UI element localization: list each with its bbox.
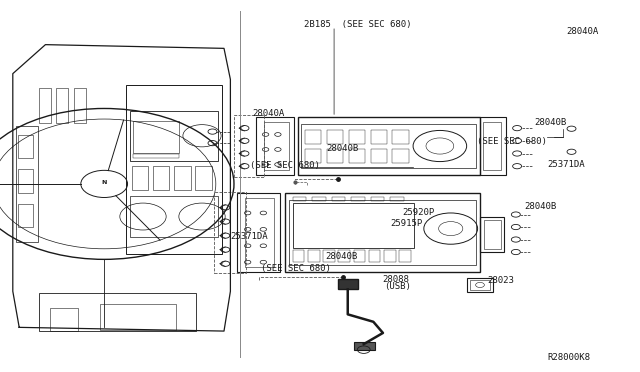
Bar — [289, 200, 476, 265]
Text: R28000K8: R28000K8 — [547, 353, 590, 362]
Bar — [327, 149, 343, 163]
Bar — [56, 88, 68, 123]
Text: 28088: 28088 — [382, 275, 409, 284]
Bar — [327, 130, 343, 144]
Bar — [285, 193, 480, 272]
Text: N: N — [102, 180, 107, 185]
Bar — [74, 88, 86, 123]
Bar — [301, 124, 476, 168]
Bar — [392, 149, 409, 163]
Text: 28040A: 28040A — [253, 109, 285, 118]
Bar — [349, 149, 365, 163]
Bar — [312, 196, 326, 201]
Bar — [470, 280, 490, 290]
Bar — [480, 117, 506, 175]
Bar — [133, 154, 179, 158]
Text: 28023: 28023 — [488, 276, 515, 285]
Text: 28040B: 28040B — [534, 118, 566, 127]
Bar — [354, 342, 374, 350]
Bar — [39, 88, 51, 123]
Bar — [132, 166, 148, 190]
Bar — [483, 122, 501, 170]
Bar — [384, 250, 396, 262]
Bar — [292, 196, 307, 201]
Bar — [50, 308, 78, 331]
Bar — [332, 196, 346, 201]
Bar — [298, 117, 480, 175]
Bar — [16, 126, 38, 242]
Bar — [18, 169, 33, 193]
Text: 25920P: 25920P — [402, 208, 434, 217]
Bar — [244, 198, 274, 267]
Text: 28040B: 28040B — [325, 252, 357, 261]
Bar — [39, 294, 196, 331]
Bar — [467, 278, 493, 292]
Text: (SEE SEC 680): (SEE SEC 680) — [261, 264, 331, 273]
Bar — [337, 279, 358, 289]
Bar — [484, 220, 500, 249]
Bar — [349, 130, 365, 144]
Bar — [308, 250, 319, 262]
Bar — [234, 115, 264, 177]
Text: 25371DA: 25371DA — [230, 232, 268, 241]
Bar — [126, 85, 221, 254]
Bar — [371, 130, 387, 144]
Bar — [18, 204, 33, 227]
Text: (SEE SEC 680): (SEE SEC 680) — [477, 137, 547, 146]
Bar — [351, 196, 365, 201]
Bar — [371, 196, 385, 201]
Bar — [174, 166, 191, 190]
Bar — [18, 135, 33, 158]
Bar — [130, 110, 218, 161]
Bar — [214, 192, 246, 273]
Bar — [153, 166, 170, 190]
Bar — [130, 196, 218, 237]
Bar — [237, 193, 280, 272]
Bar — [323, 250, 335, 262]
Text: 28040B: 28040B — [525, 202, 557, 211]
Text: 25915P: 25915P — [390, 219, 422, 228]
Text: (SEE SEC 680): (SEE SEC 680) — [250, 161, 319, 170]
Bar — [305, 130, 321, 144]
Bar — [399, 250, 411, 262]
Text: 25371DA: 25371DA — [547, 160, 585, 169]
Bar — [305, 149, 321, 163]
Bar — [371, 149, 387, 163]
Bar — [100, 304, 176, 330]
Bar — [292, 203, 413, 248]
Text: 28040B: 28040B — [326, 144, 358, 153]
Bar — [292, 250, 305, 262]
Bar — [264, 122, 289, 170]
Bar — [256, 117, 294, 175]
Text: (USB): (USB) — [384, 282, 411, 291]
Bar — [133, 121, 179, 153]
Bar — [390, 196, 404, 201]
Bar — [392, 130, 409, 144]
Bar — [339, 250, 350, 262]
Bar — [480, 217, 504, 252]
Text: 28040A: 28040A — [566, 27, 598, 36]
Bar — [353, 250, 365, 262]
Text: 2B185  (SEE SEC 680): 2B185 (SEE SEC 680) — [304, 20, 412, 29]
Bar — [195, 166, 212, 190]
Bar — [369, 250, 380, 262]
